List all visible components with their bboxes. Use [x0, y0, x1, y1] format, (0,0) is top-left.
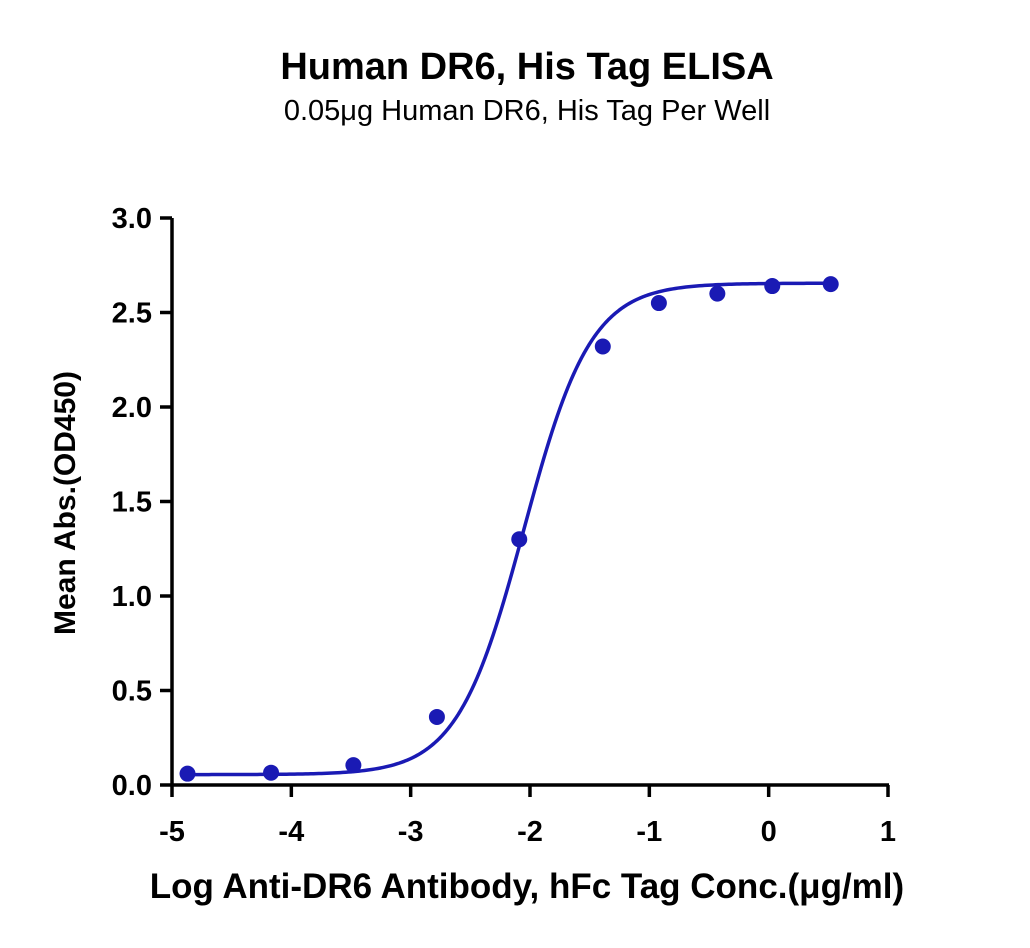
chart-subtitle: 0.05μg Human DR6, His Tag Per Well: [284, 95, 770, 127]
x-tick-label: -4: [278, 816, 304, 848]
y-tick-label: 2.5: [112, 298, 152, 330]
x-tick-label: -3: [398, 816, 424, 848]
y-tick-label: 1.5: [112, 487, 152, 519]
y-tick-label: 0.0: [112, 770, 152, 802]
data-point: [428, 708, 445, 725]
data-point: [650, 295, 667, 312]
y-tick-label: 3.0: [112, 203, 152, 235]
x-tick-label: 0: [761, 816, 777, 848]
y-tick-label: 0.5: [112, 676, 152, 708]
data-point: [822, 276, 839, 293]
data-point: [263, 764, 280, 781]
y-axis-label: Mean Abs.(OD450): [49, 371, 82, 635]
data-point: [594, 338, 611, 355]
x-tick-label: -5: [159, 816, 185, 848]
data-point: [764, 278, 781, 295]
y-tick-label: 1.0: [112, 581, 152, 613]
data-point: [511, 531, 528, 548]
x-tick-label: 1: [880, 816, 896, 848]
y-tick-label: 2.0: [112, 392, 152, 424]
fit-curve: [187, 281, 831, 777]
plot-area: 0.0 0.5 1.0 1.5 2.0 2.5 3.0 -5 -4 -3 -2 -1 0 1: [112, 203, 896, 848]
data-point: [709, 285, 726, 302]
chart-title: Human DR6, His Tag ELISA: [280, 46, 773, 88]
x-tick-label: -2: [517, 816, 543, 848]
data-point: [179, 765, 196, 782]
x-tick-label: -1: [636, 816, 662, 848]
data-point: [345, 757, 362, 774]
x-axis-label: Log Anti-DR6 Antibody, hFc Tag Conc.(μg/…: [150, 867, 904, 906]
